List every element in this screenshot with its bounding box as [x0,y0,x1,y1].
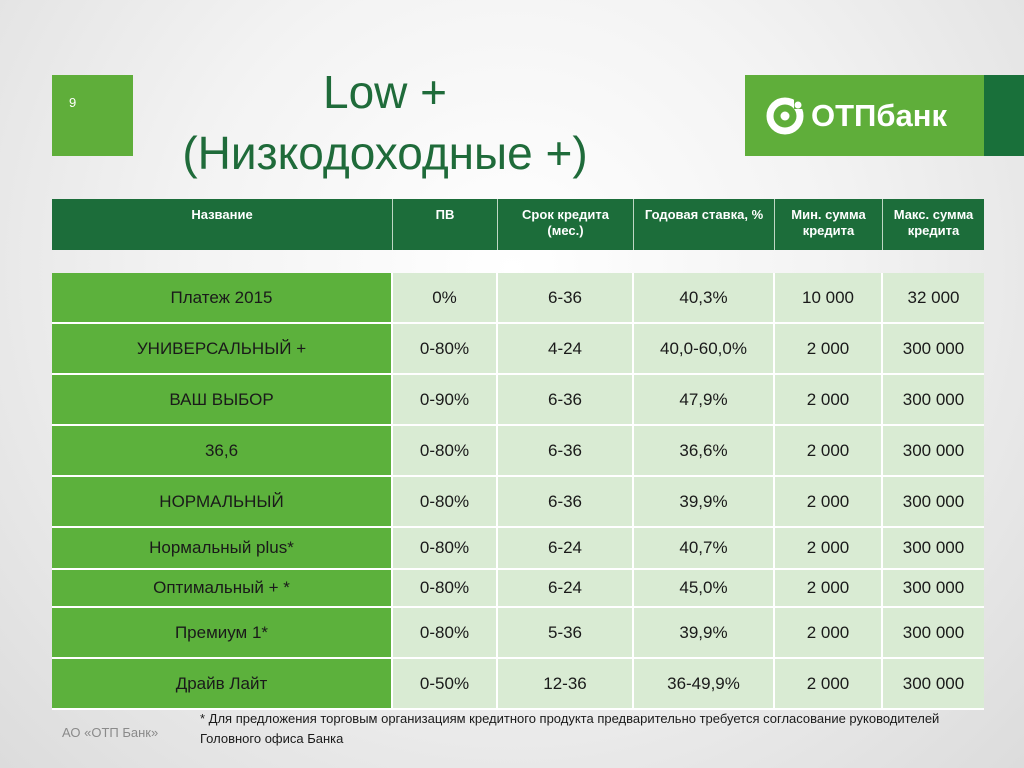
table-row: Нормальный plus* 0-80% 6-24 40,7% 2 000 300 0… [52,528,984,570]
cell-min-amount: 2 000 [775,324,883,373]
header-max-amount: Макс. сумма кредита [893,207,974,238]
cell-max-amount: 300 000 [883,375,984,424]
cell-min-amount: 2 000 [775,528,883,568]
cell-rate: 40,0-60,0% [634,324,775,373]
table-row: НОРМАЛЬНЫЙ 0-80% 6-36 39,9% 2 000 300 000 [52,477,984,528]
table-row: Премиум 1* 0-80% 5-36 39,9% 2 000 300 000 [52,608,984,659]
header-name: Название [52,199,393,250]
footnote: * Для предложения торговым организациям … [200,711,940,746]
cell-min-amount: 10 000 [775,273,883,322]
cell-max-amount: 300 000 [883,659,984,708]
cell-rate: 39,9% [634,608,775,657]
cell-rate: 47,9% [634,375,775,424]
header-rate: Годовая ставка, % [634,199,775,250]
title-line-1: Low + [322,66,448,118]
cell-product-name: 36,6 [52,426,393,475]
cell-max-amount: 300 000 [883,608,984,657]
cell-min-amount: 2 000 [775,426,883,475]
slide-title: Low + (Низкодоходные +) [150,62,620,184]
cell-product-name: Драйв Лайт [52,659,393,708]
cell-term: 6-36 [498,426,634,475]
cell-rate: 45,0% [634,570,775,606]
cell-down-payment: 0-50% [393,659,498,708]
cell-rate: 40,3% [634,273,775,322]
table-row: 36,6 0-80% 6-36 36,6% 2 000 300 000 [52,426,984,477]
cell-down-payment: 0-80% [393,570,498,606]
cell-min-amount: 2 000 [775,659,883,708]
table-row: Платеж 2015 0% 6-36 40,3% 10 000 32 000 [52,273,984,324]
table-row: ВАШ ВЫБОР 0-90% 6-36 47,9% 2 000 300 000 [52,375,984,426]
cell-rate: 40,7% [634,528,775,568]
cell-rate: 39,9% [634,477,775,526]
cell-down-payment: 0-80% [393,528,498,568]
cell-term: 6-36 [498,477,634,526]
cell-product-name: Оптимальный + * [52,570,393,606]
otp-bank-logo: ОТПбанк [745,75,1024,156]
cell-down-payment: 0-80% [393,426,498,475]
cell-term: 5-36 [498,608,634,657]
cell-min-amount: 2 000 [775,477,883,526]
cell-term: 6-24 [498,570,634,606]
cell-down-payment: 0-80% [393,608,498,657]
cell-max-amount: 300 000 [883,477,984,526]
cell-min-amount: 2 000 [775,375,883,424]
header-min-amount: Мин. сумма кредита [775,199,883,250]
cell-term: 6-36 [498,273,634,322]
table-header: Название ПВ Срок кредита (мес.) Годовая … [52,199,984,250]
header-term: Срок кредита (мес.) [498,199,634,250]
cell-down-payment: 0-80% [393,477,498,526]
cell-product-name: Премиум 1* [52,608,393,657]
cell-max-amount: 32 000 [883,273,984,322]
cell-product-name: Платеж 2015 [52,273,393,322]
cell-term: 6-36 [498,375,634,424]
cell-min-amount: 2 000 [775,570,883,606]
logo-accent-bar [984,75,1024,156]
cell-down-payment: 0-90% [393,375,498,424]
cell-term: 12-36 [498,659,634,708]
cell-max-amount: 300 000 [883,570,984,606]
cell-down-payment: 0-80% [393,324,498,373]
cell-rate: 36,6% [634,426,775,475]
table-body: Платеж 2015 0% 6-36 40,3% 10 000 32 000 УНИВЕР… [52,273,984,710]
cell-rate: 36-49,9% [634,659,775,708]
cell-product-name: УНИВЕРСАЛЬНЫЙ + [52,324,393,373]
cell-min-amount: 2 000 [775,608,883,657]
cell-max-amount: 300 000 [883,528,984,568]
table-row: Оптимальный + * 0-80% 6-24 45,0% 2 000 300 00… [52,570,984,608]
table-row: УНИВЕРСАЛЬНЫЙ +0-80% 4-24 40,0-60,0% 2 000 3… [52,324,984,375]
cell-max-amount: 300 000 [883,426,984,475]
cell-product-name: Нормальный plus* [52,528,393,568]
cell-down-payment: 0% [393,273,498,322]
cell-product-name: ВАШ ВЫБОР [52,375,393,424]
header-down-payment: ПВ [393,199,498,250]
cell-product-name: НОРМАЛЬНЫЙ [52,477,393,526]
title-line-2: (Низкодоходные +) [182,127,588,179]
slide-number: 9 [52,75,133,156]
copyright: АО «ОТП Банк» [62,725,159,740]
otp-logo-icon [766,97,804,135]
cell-term: 4-24 [498,324,634,373]
cell-term: 6-24 [498,528,634,568]
cell-max-amount: 300 000 [883,324,984,373]
logo-text: ОТПбанк [811,98,947,133]
table-row: Драйв Лайт 0-50% 12-36 36-49,9% 2 000 300 000 [52,659,984,710]
